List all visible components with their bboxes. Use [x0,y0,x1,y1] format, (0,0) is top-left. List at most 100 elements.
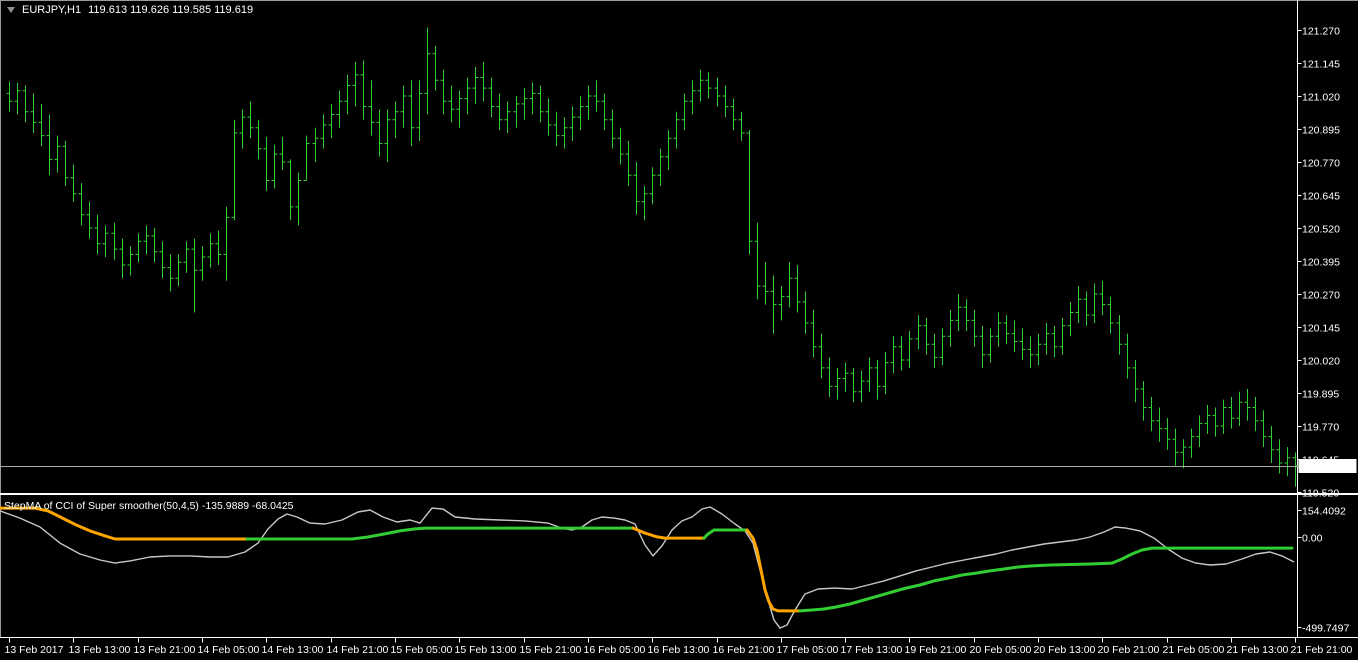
ohlc-bar [1067,301,1074,337]
ohlc-bar [842,362,849,392]
time-axis-label: 16 Feb 13:00 [648,644,710,656]
ohlc-bar [488,77,495,118]
ohlc-bar [135,233,142,263]
time-axis-label: 15 Feb 05:00 [391,644,453,656]
ohlc-bar [649,167,656,205]
ohlc-bar [1011,320,1018,353]
indicator-stepma-segment-up [702,528,749,540]
price-axis-label: 121.145 [1302,59,1340,71]
price-axis-labels [1297,30,1302,493]
indicator-label: StepMA of CCI of Super smoother(50,4,5) … [4,500,294,512]
ohlc-bar [464,77,471,115]
ohlc-bar [882,352,889,395]
ohlc-bar [279,136,286,170]
time-axis-label: 20 Feb 21:00 [1098,644,1160,656]
ohlc-bar [480,61,487,102]
ohlc-bar [46,114,53,176]
ohlc-bar [995,312,1002,347]
price-axis-label: 119.520 [1302,488,1339,500]
ohlc-bar [14,82,21,115]
ohlc-bar [111,222,118,260]
ohlc-bar [1116,315,1123,355]
price-axis-label: 120.645 [1302,191,1340,203]
ohlc-bar [1043,323,1050,355]
ohlc-bar [392,101,399,139]
ohlc-bar [705,72,712,99]
ohlc-bar [657,148,664,186]
ohlc-bar [545,98,552,136]
ohlc-bar [1051,325,1058,358]
ohlc-bar [303,135,310,181]
ohlc-bar [971,309,978,347]
ohlc-bar [376,109,383,157]
ohlc-bar [127,246,134,276]
ohlc-bar [368,80,375,136]
ohlc-bar [770,275,777,334]
time-axis-label: 13 Feb 13:00 [69,644,131,656]
indicator-axis-label: 0.00 [1302,533,1323,545]
ohlc-bar [424,27,431,115]
ohlc-bar [1003,315,1010,345]
ohlc-bar [931,333,938,368]
ohlc-bar [62,140,69,186]
ohlc-bar [1083,291,1090,326]
ohlc-bar [1124,333,1131,379]
ohlc-bar [1220,399,1227,434]
symbol-dropdown-icon[interactable] [7,7,15,13]
ohlc-bar [561,117,568,149]
time-axis-label: 14 Feb 13:00 [262,644,324,656]
ohlc-bar [223,206,230,281]
ohlc-bar [898,336,905,371]
ohlc-bar [504,101,511,133]
ohlc-bar [1027,336,1034,368]
ohlc-bar [778,286,785,321]
ohlc-bar [858,370,865,403]
indicator-gray-line [0,506,1295,629]
price-axis-label: 120.520 [1302,224,1340,236]
ohlc-bar [826,357,833,397]
ohlc-bar [1091,283,1098,323]
ohlc-bar [151,228,158,263]
pane-separator[interactable] [0,493,1358,495]
ohlc-bar [400,85,407,128]
time-axis-label: 16 Feb 21:00 [713,644,775,656]
indicator-stepma-segment-down [0,506,249,541]
ohlc-bar [1099,280,1106,316]
ohlc-bar [689,80,696,115]
ohlc-bar [738,111,745,141]
ohlc-bar [167,254,174,292]
ohlc-bar [207,233,214,268]
ohlc-bar [231,119,238,221]
chart-title-bar: EURJPY,H1 119.613 119.626 119.585 119.61… [7,4,253,16]
time-axis-label: 20 Feb 13:00 [1034,644,1096,656]
price-axis-label: 120.020 [1302,356,1340,368]
price-axis-label: 121.020 [1302,92,1340,104]
time-axis-label: 21 Feb 05:00 [1163,644,1225,656]
ohlc-bar [336,90,343,128]
ohlc-bar [255,119,262,160]
ohlc-bar [143,225,150,255]
ohlc-bar [923,317,930,355]
ohlc-quote-label: 119.613 119.626 119.585 119.619 [88,4,254,16]
ohlc-bar [955,294,962,331]
ohlc-bar [714,77,721,107]
time-axis-label: 15 Feb 21:00 [520,644,582,656]
ohlc-bar [1236,391,1243,426]
ohlc-bar [987,328,994,363]
ohlc-bar [746,130,753,255]
price-axis-label: 119.895 [1302,389,1339,401]
ohlc-bar [673,111,680,149]
ohlc-bar [408,80,415,147]
ohlc-bar [834,367,841,400]
ohlc-bar [585,85,592,120]
ohlc-bar [295,172,302,226]
ohlc-bar [722,85,729,118]
ohlc-bar [30,93,37,133]
ohlc-bar [1156,407,1163,442]
price-axis-label: 120.270 [1302,290,1340,302]
ohlc-bar [38,103,45,147]
time-axis-label: 15 Feb 13:00 [455,644,517,656]
ohlc-bar [183,241,190,273]
ohlc-bar [1148,397,1155,432]
